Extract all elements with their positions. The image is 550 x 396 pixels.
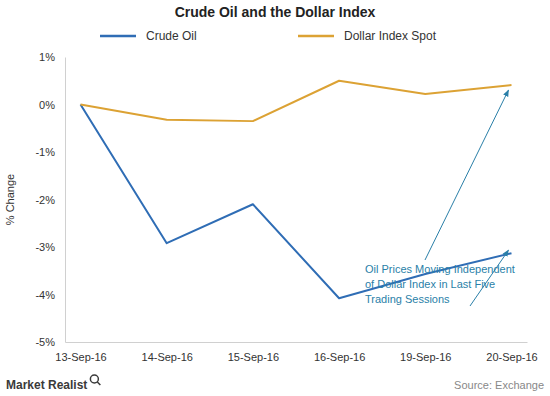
y-tick: -1% [35,146,65,158]
y-tick: -2% [35,194,65,206]
x-tick: 13-Sep-16 [55,342,106,363]
x-axis: 13-Sep-16 14-Sep-16 15-Sep-16 16-Sep-16 19-S… [55,342,537,363]
series-line [81,81,512,121]
y-axis: 1% 0% -1% -2% -3% -4% -5% [35,51,65,348]
logo-text: Market Realist [6,378,87,392]
chart: 1% 0% -1% -2% -3% -4% -5%13-Sep-16 14-Sep-16 15-… [0,0,550,396]
y-tick: 1% [39,51,65,63]
y-tick: -4% [35,289,65,301]
x-tick: 19-Sep-16 [400,342,451,363]
y-tick-label: -4% [35,289,55,301]
x-tick-label: 13-Sep-16 [55,351,106,363]
y-axis-line [65,58,66,343]
annotation-text: Trading Sessions [365,293,450,305]
legend-item: Crude Oil [100,29,197,43]
legend-swatch [100,35,136,38]
x-tick-label: 19-Sep-16 [400,351,451,363]
logo-icon [97,382,100,385]
y-axis-title: % Change [4,174,16,225]
title: Crude Oil and the Dollar Index [175,4,376,20]
plot: 1% 0% -1% -2% -3% -4% -5%13-Sep-16 14-Sep-16 15-… [35,51,537,363]
x-tick: 15-Sep-16 [228,342,279,363]
y-tick: -5% [35,336,65,348]
legend-swatch [298,35,334,38]
source: Source: Exchange [454,379,544,391]
y-tick-label: -5% [35,336,55,348]
legend-label: Crude Oil [146,29,197,43]
y-tick-label: 0% [39,99,55,111]
y-tick: -3% [35,241,65,253]
annotation-arrow [470,250,508,306]
x-tick: 20-Sep-16 [486,342,537,363]
x-tick-label: 16-Sep-16 [314,351,365,363]
annotation: Oil Prices Moving Independentof Dollar I… [365,90,515,306]
logo: Market Realist [6,375,100,392]
y-tick-label: 1% [39,51,55,63]
annotation-text: of Dollar Index in Last Five [365,278,495,290]
x-tick: 16-Sep-16 [314,342,365,363]
x-tick-label: 14-Sep-16 [142,351,193,363]
y-tick-label: -2% [35,194,55,206]
y-tick-label: -3% [35,241,55,253]
logo-icon [90,375,98,383]
annotation-arrow [425,90,508,260]
x-axis-line [66,342,528,343]
legend-label: Dollar Index Spot [344,29,437,43]
legend-item: Dollar Index Spot [298,29,437,43]
x-tick-label: 15-Sep-16 [228,351,279,363]
y-tick: 0% [39,99,65,111]
x-tick: 14-Sep-16 [142,342,193,363]
x-tick-label: 20-Sep-16 [486,351,537,363]
y-tick-label: -1% [35,146,55,158]
